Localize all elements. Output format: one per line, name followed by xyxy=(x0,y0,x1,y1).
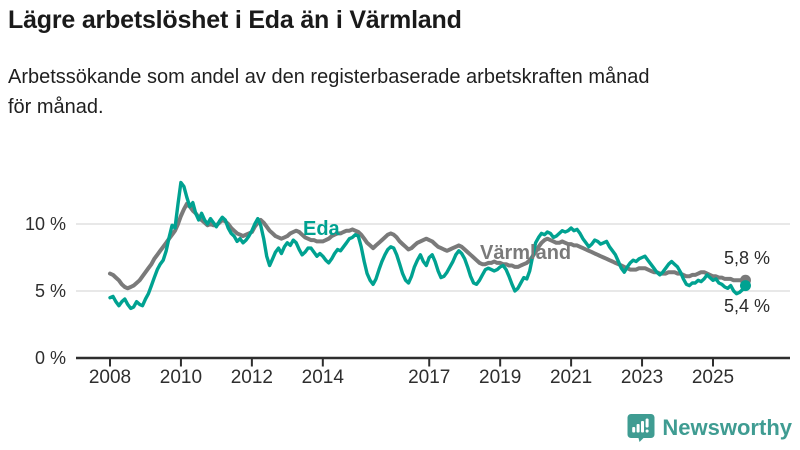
series-label-varmland: Värmland xyxy=(480,242,572,264)
x-tick-label: 2017 xyxy=(408,367,450,388)
data-line-värmland xyxy=(108,201,748,291)
x-tick-label: 2025 xyxy=(692,367,734,388)
y-tick-label: 10 % xyxy=(25,214,66,234)
x-tick-label: 2023 xyxy=(621,367,663,388)
end-value-varmland: 5,8 % xyxy=(724,248,771,268)
y-tick-label: 5 % xyxy=(35,281,66,301)
x-tick-label: 2010 xyxy=(160,367,202,388)
newsworthy-brand-name: Newsworthy xyxy=(662,414,792,440)
end-value-eda: 5,4 % xyxy=(724,296,771,316)
series-label-eda: Eda xyxy=(303,218,340,240)
chart-title: Lägre arbetslöshet i Eda än i Värmland xyxy=(8,6,462,34)
data-line-eda xyxy=(108,180,748,311)
y-tick-label: 0 % xyxy=(35,348,66,368)
newsworthy-logo-icon xyxy=(627,413,655,442)
x-tick-label: 2021 xyxy=(550,367,592,388)
chart-subtitle-line2: för månad. xyxy=(8,96,104,118)
x-tick-label: 2019 xyxy=(479,367,521,388)
chart-subtitle-line1: Arbetssökande som andel av den registerb… xyxy=(8,66,650,88)
newsworthy-logo[interactable]: Newsworthy xyxy=(627,413,792,442)
end-dot-eda xyxy=(739,280,751,292)
chart-subtitle: Arbetssökande som andel av den registerb… xyxy=(8,62,792,122)
x-tick-label: 2012 xyxy=(231,367,273,388)
x-tick-label: 2008 xyxy=(89,367,131,388)
x-tick-label: 2014 xyxy=(302,367,345,388)
